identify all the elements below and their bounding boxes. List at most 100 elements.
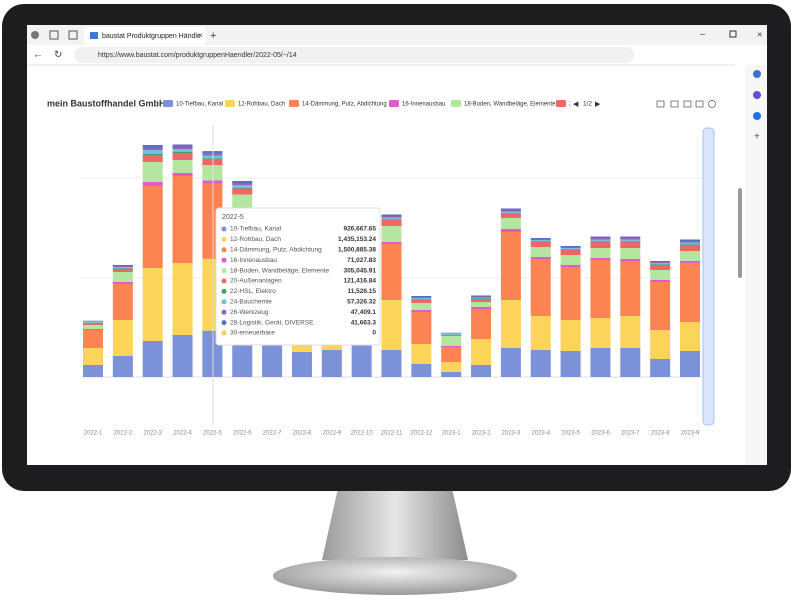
bar-segment <box>381 244 402 300</box>
tabs-icon[interactable] <box>68 30 78 40</box>
bar-segment <box>560 250 581 255</box>
bar-segment <box>620 248 641 259</box>
maximize[interactable] <box>729 30 737 38</box>
collections-icon[interactable] <box>49 30 59 40</box>
reload-button[interactable]: ↻ <box>54 50 62 61</box>
bar-segment <box>650 280 671 282</box>
bar-segment <box>680 263 700 322</box>
bar-segment <box>650 359 671 377</box>
x-tick-label: 2022-10 <box>351 431 374 437</box>
bar-segment <box>560 248 581 250</box>
bar-segment <box>381 226 402 242</box>
tooltip-value: 57,326.32 <box>347 299 376 306</box>
tool-icon[interactable] <box>656 100 665 108</box>
tooltip-value: 41,663.3 <box>351 319 377 326</box>
bar-segment <box>530 247 551 257</box>
bar-segment <box>620 242 641 248</box>
bar-segment <box>381 300 402 350</box>
tool-icon[interactable] <box>695 100 704 108</box>
bar-segment <box>500 300 521 348</box>
x-tick-label: 2022-11 <box>381 431 403 437</box>
bar-segment <box>202 180 223 184</box>
x-tick-label: 2023-7 <box>621 431 640 437</box>
sidebar-icon[interactable] <box>753 91 761 99</box>
bar-segment <box>83 323 103 325</box>
bar-segment <box>590 239 611 242</box>
bar-segment <box>500 213 521 214</box>
tool-icon[interactable] <box>683 100 692 108</box>
bar-segment <box>590 236 611 238</box>
legend-swatch <box>451 100 461 107</box>
scrollbar-thumb[interactable] <box>738 188 742 278</box>
bar-segment <box>202 165 223 181</box>
tooltip-name: 28-Logistik, Gerät, DIVERSE <box>230 319 314 326</box>
profile-icon[interactable] <box>31 31 39 39</box>
tooltip: 2022-5 10-Tiefbau, Kanal 926,667.65 12-Rohb… <box>215 207 381 346</box>
tool-icon[interactable] <box>670 100 679 108</box>
legend-next[interactable]: ▶ <box>595 101 601 108</box>
active-tab[interactable] <box>84 27 206 45</box>
bar-segment <box>381 216 402 218</box>
bar-segment <box>142 154 163 155</box>
legend-swatch <box>389 100 399 107</box>
legend-label: 18-Boden, Wandbeläge, Elemente <box>464 102 556 108</box>
address-field[interactable] <box>74 47 634 63</box>
bar-segment <box>112 269 133 272</box>
tooltip-dot <box>221 268 227 274</box>
sidebar-add[interactable]: + <box>754 132 760 143</box>
chart-title: mein Baustoffhandel GmbH <box>47 98 166 108</box>
bar-segment <box>530 257 551 259</box>
tooltip-name: 26-Werkzeug <box>230 309 269 316</box>
tooltip-dot <box>221 299 227 305</box>
bar-segment <box>441 346 462 347</box>
back-button[interactable]: ← <box>33 50 43 61</box>
bar-segment <box>441 362 462 372</box>
bar-segment <box>112 320 133 356</box>
bar-segment <box>411 300 432 303</box>
bar-segment <box>590 238 611 240</box>
bar-segment <box>620 261 641 316</box>
bar-segment <box>680 241 700 243</box>
tooltip-value: 47,409.1 <box>351 309 377 316</box>
sidebar-icon[interactable] <box>753 70 761 78</box>
sidebar <box>745 65 767 465</box>
bar-segment <box>471 297 492 299</box>
bar-segment <box>441 332 462 334</box>
new-tab[interactable]: + <box>210 30 216 42</box>
minimize[interactable]: – <box>700 28 705 38</box>
data-zoom-slider[interactable] <box>702 127 715 426</box>
bar-segment <box>530 350 551 377</box>
tab-close[interactable]: × <box>198 31 203 40</box>
bar-segment <box>262 340 283 377</box>
tooltip-name: 12-Rohbau, Dach <box>230 236 281 243</box>
bar-segment <box>441 333 462 335</box>
bar-segment <box>650 265 671 270</box>
bar-segment <box>411 299 432 300</box>
legend-label: 10-Tiefbau, Kanal <box>176 102 223 108</box>
bar-segment <box>471 307 492 309</box>
bar-segment <box>202 158 223 159</box>
tooltip-name: 24-Bauchemie <box>230 299 272 306</box>
bar-segment <box>172 335 193 377</box>
bar-segment <box>680 242 700 245</box>
bar-segment <box>620 236 641 238</box>
bar-segment <box>650 330 671 359</box>
bar-segment <box>500 211 521 214</box>
bar-segment <box>83 325 103 329</box>
bar-segment <box>112 282 133 284</box>
x-tick-label: 2022-3 <box>143 431 162 437</box>
bar-segment <box>620 239 641 242</box>
bar-segment <box>590 242 611 248</box>
tool-icon[interactable] <box>708 100 716 108</box>
bar-segment <box>590 318 611 348</box>
bar-segment <box>471 309 492 339</box>
bar-segment <box>291 352 312 377</box>
bar-segment <box>471 339 492 365</box>
x-tick-label: 2022-12 <box>410 431 433 437</box>
bar-segment <box>590 248 611 258</box>
sidebar-icon[interactable] <box>753 112 761 120</box>
bar-segment <box>411 312 432 344</box>
legend-prev[interactable]: ◀ <box>573 101 579 108</box>
close-window[interactable]: × <box>757 29 762 39</box>
